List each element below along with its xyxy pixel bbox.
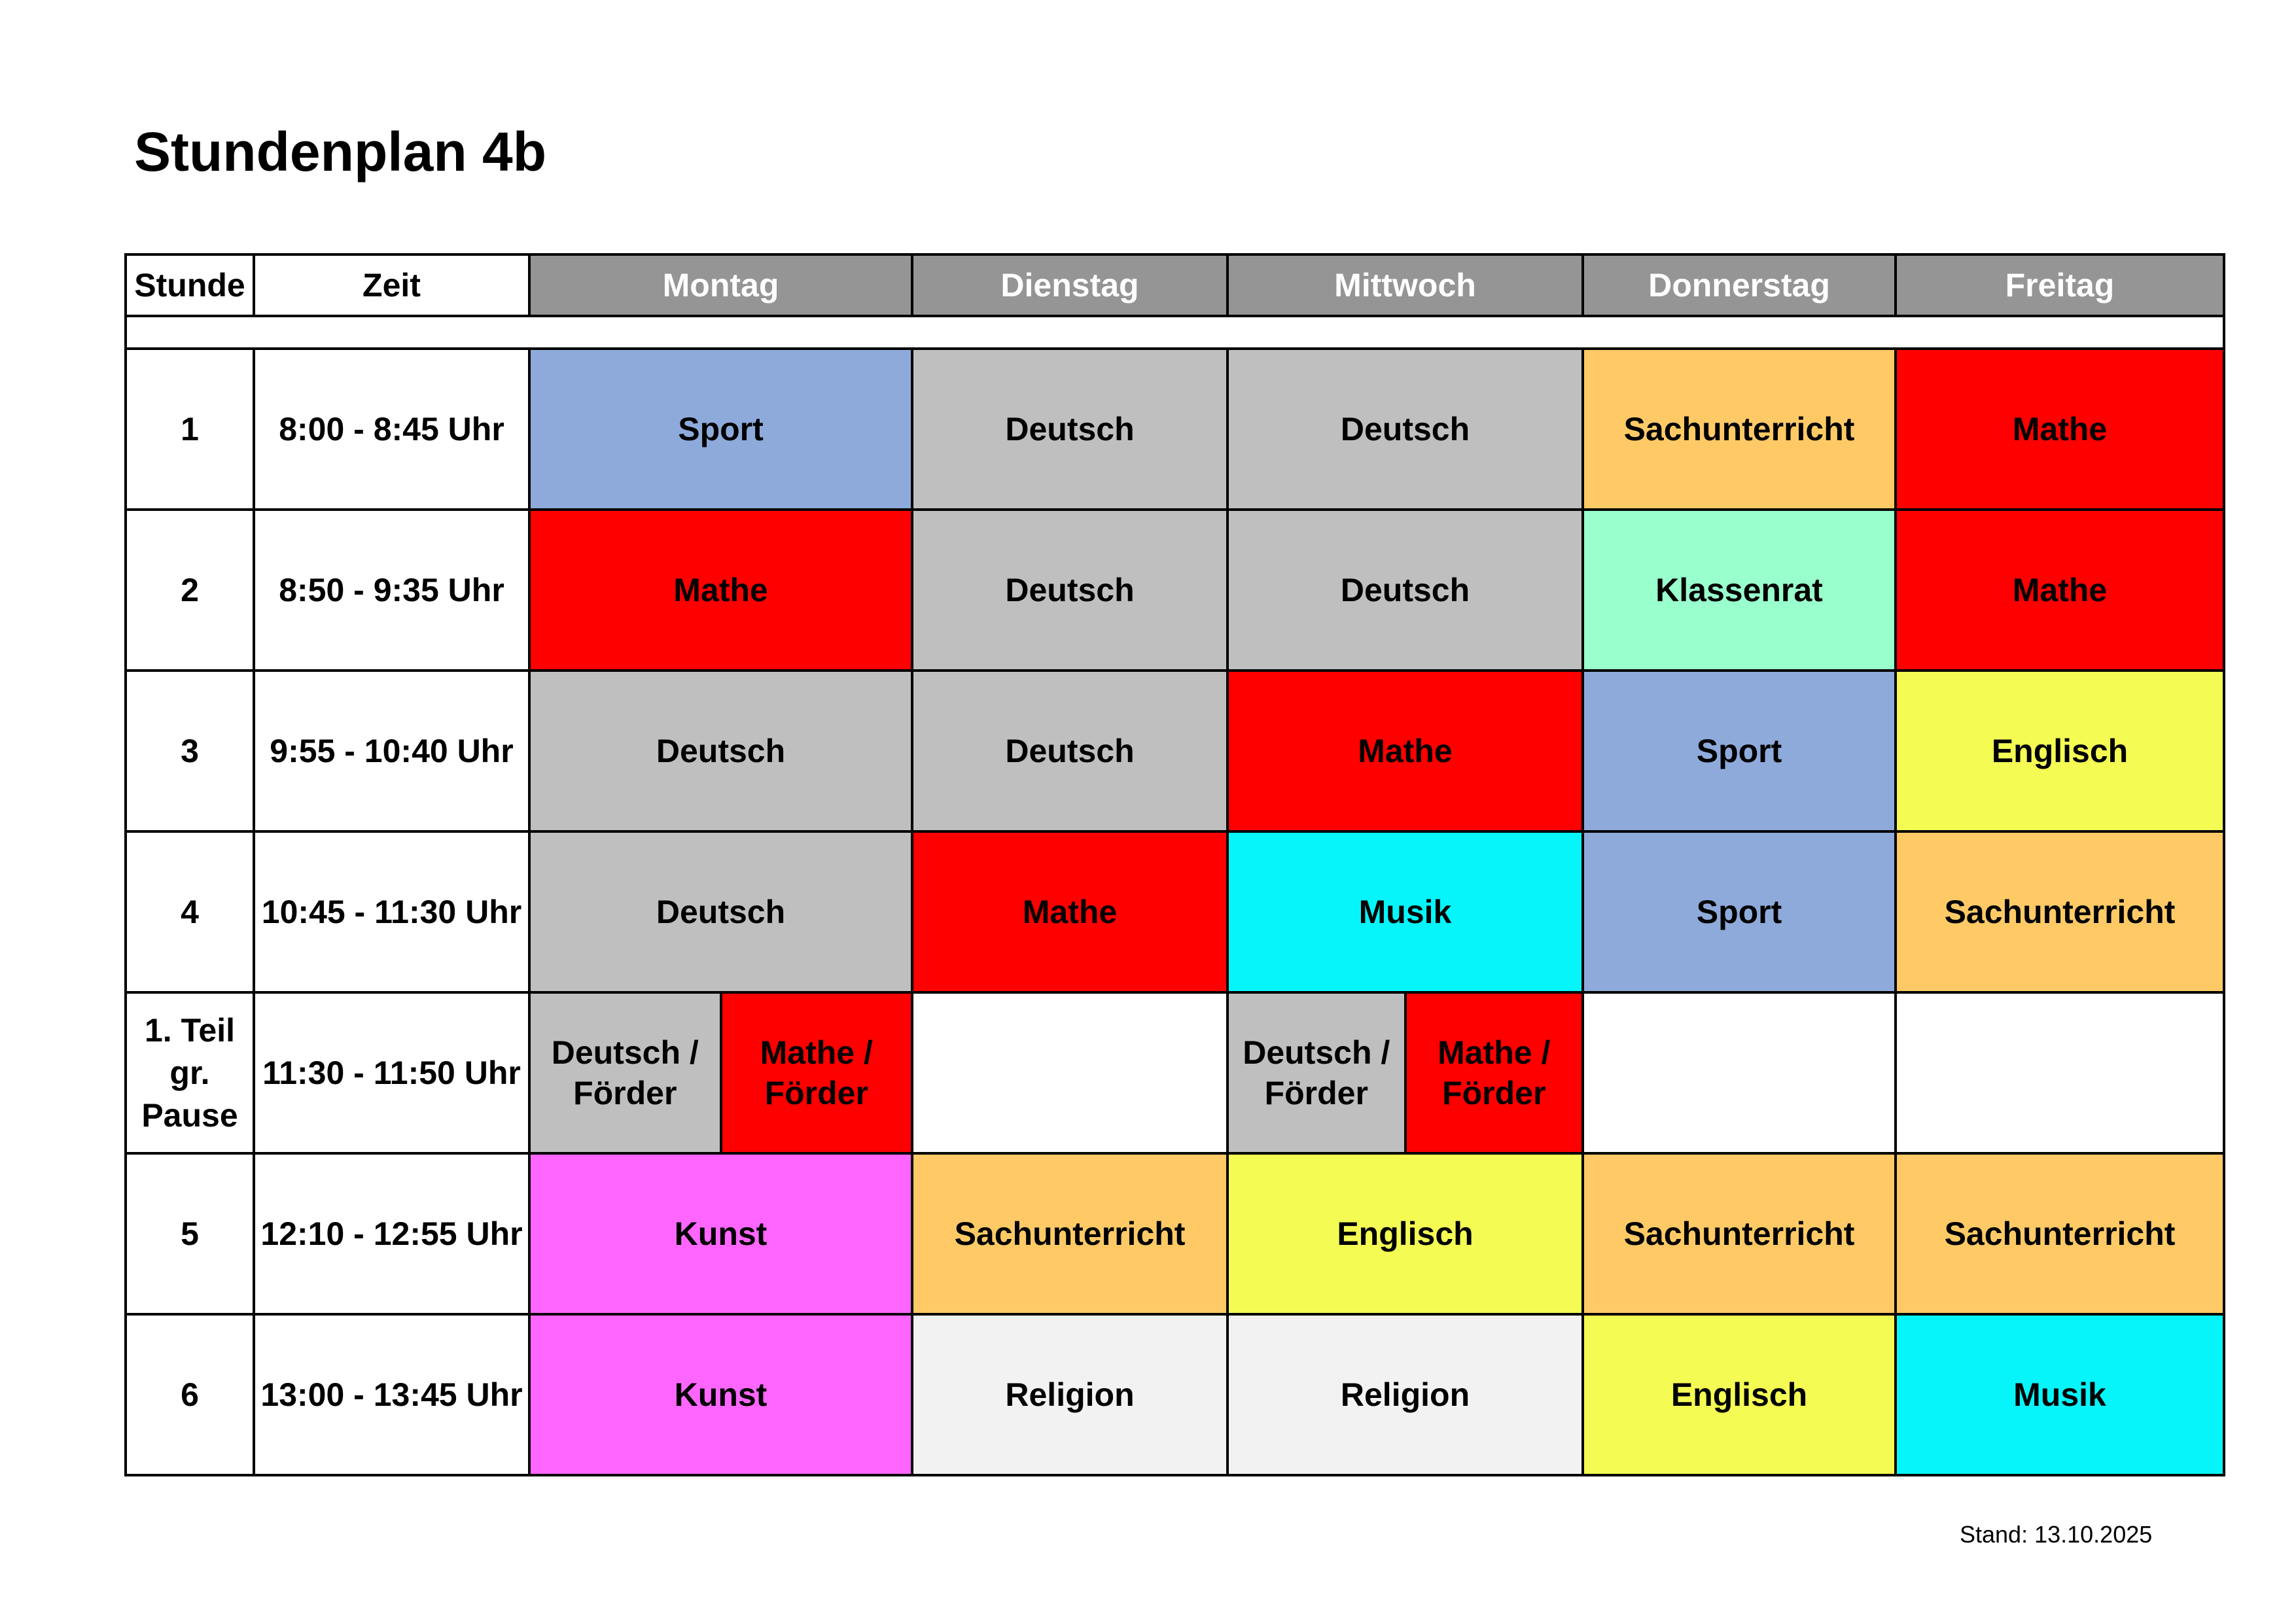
- lesson-time: 10:45 - 11:30 Uhr: [253, 830, 531, 994]
- subject-cell: Mathe: [1894, 508, 2225, 672]
- subject-half: Deutsch / Förder: [1229, 994, 1404, 1152]
- subject-cell: Religion: [911, 1313, 1229, 1476]
- header-row: Stunde Zeit Montag Dienstag Mittwoch Don…: [124, 253, 2225, 317]
- empty-cell: [1894, 991, 2225, 1155]
- subject-cell: Klassenrat: [1581, 508, 1897, 672]
- lesson-number: 3: [124, 669, 255, 833]
- subject-cell: Sachunterricht: [1581, 347, 1897, 511]
- subject-cell: Sport: [1581, 669, 1897, 833]
- lesson-row: 2 8:50 - 9:35 Uhr Mathe Deutsch Deutsch Klass…: [124, 508, 2225, 672]
- subject-half: Mathe / Förder: [719, 994, 911, 1152]
- empty-cell: [911, 991, 1229, 1155]
- subject-cell: Deutsch: [911, 669, 1229, 833]
- header-day-dienstag: Dienstag: [911, 253, 1229, 317]
- subject-half: Deutsch / Förder: [531, 994, 720, 1152]
- subject-cell: Mathe: [1226, 669, 1584, 833]
- spacer-row: [124, 315, 2225, 350]
- subject-cell: Sachunterricht: [911, 1152, 1229, 1316]
- lesson-number: 1. Teil gr. Pause: [124, 991, 255, 1155]
- subject-cell: Sport: [528, 347, 913, 511]
- subject-cell: Mathe: [1894, 347, 2225, 511]
- header-day-donnerstag: Donnerstag: [1581, 253, 1897, 317]
- subject-cell: Sachunterricht: [1894, 830, 2225, 994]
- lesson-row: 5 12:10 - 12:55 Uhr Kunst Sachunterricht Eng…: [124, 1152, 2225, 1316]
- subject-cell: Deutsch: [1226, 508, 1584, 672]
- split-subject-cell: Deutsch / Förder Mathe / Förder: [528, 991, 913, 1155]
- subject-cell: Deutsch: [528, 669, 913, 833]
- header-day-montag: Montag: [528, 253, 913, 317]
- header-stunde: Stunde: [124, 253, 255, 317]
- subject-cell: Mathe: [528, 508, 913, 672]
- stand-date: Stand: 13.10.2025: [1960, 1521, 2153, 1548]
- page-title: Stundenplan 4b: [134, 121, 546, 183]
- subject-cell: Deutsch: [911, 508, 1229, 672]
- subject-cell: Englisch: [1581, 1313, 1897, 1476]
- lesson-row: 1 8:00 - 8:45 Uhr Sport Deutsch Deutsch Sachu…: [124, 347, 2225, 511]
- lesson-time: 13:00 - 13:45 Uhr: [253, 1313, 531, 1476]
- lesson-time: 9:55 - 10:40 Uhr: [253, 669, 531, 833]
- timetable: Stunde Zeit Montag Dienstag Mittwoch Don…: [124, 253, 2225, 1476]
- lesson-number: 1: [124, 347, 255, 511]
- subject-cell: Englisch: [1226, 1152, 1584, 1316]
- lesson-row: 1. Teil gr. Pause 11:30 - 11:50 Uhr Deutsc…: [124, 991, 2225, 1155]
- lesson-time: 12:10 - 12:55 Uhr: [253, 1152, 531, 1316]
- subject-cell: Englisch: [1894, 669, 2225, 833]
- subject-half: Mathe / Förder: [1404, 994, 1581, 1152]
- subject-cell: Sachunterricht: [1581, 1152, 1897, 1316]
- lesson-row: 3 9:55 - 10:40 Uhr Deutsch Deutsch Mathe Spor…: [124, 669, 2225, 833]
- subject-cell: Musik: [1894, 1313, 2225, 1476]
- empty-cell: [1581, 991, 1897, 1155]
- split-container: Deutsch / Förder Mathe / Förder: [531, 994, 911, 1152]
- lesson-number: 2: [124, 508, 255, 672]
- subject-cell: Sport: [1581, 830, 1897, 994]
- subject-cell: Kunst: [528, 1313, 913, 1476]
- subject-cell: Deutsch: [1226, 347, 1584, 511]
- lesson-time: 11:30 - 11:50 Uhr: [253, 991, 531, 1155]
- subject-cell: Religion: [1226, 1313, 1584, 1476]
- lesson-number: 5: [124, 1152, 255, 1316]
- subject-cell: Kunst: [528, 1152, 913, 1316]
- lesson-row: 6 13:00 - 13:45 Uhr Kunst Religion Religion E…: [124, 1313, 2225, 1476]
- lesson-time: 8:00 - 8:45 Uhr: [253, 347, 531, 511]
- lesson-number: 4: [124, 830, 255, 994]
- subject-cell: Deutsch: [911, 347, 1229, 511]
- lesson-number: 6: [124, 1313, 255, 1476]
- subject-cell: Musik: [1226, 830, 1584, 994]
- split-container: Deutsch / Förder Mathe / Förder: [1229, 994, 1581, 1152]
- header-day-freitag: Freitag: [1894, 253, 2225, 317]
- header-day-mittwoch: Mittwoch: [1226, 253, 1584, 317]
- header-zeit: Zeit: [253, 253, 531, 317]
- lesson-row: 4 10:45 - 11:30 Uhr Deutsch Mathe Musik Sport…: [124, 830, 2225, 994]
- subject-cell: Mathe: [911, 830, 1229, 994]
- subject-cell: Deutsch: [528, 830, 913, 994]
- lesson-time: 8:50 - 9:35 Uhr: [253, 508, 531, 672]
- subject-cell: Sachunterricht: [1894, 1152, 2225, 1316]
- split-subject-cell: Deutsch / Förder Mathe / Förder: [1226, 991, 1584, 1155]
